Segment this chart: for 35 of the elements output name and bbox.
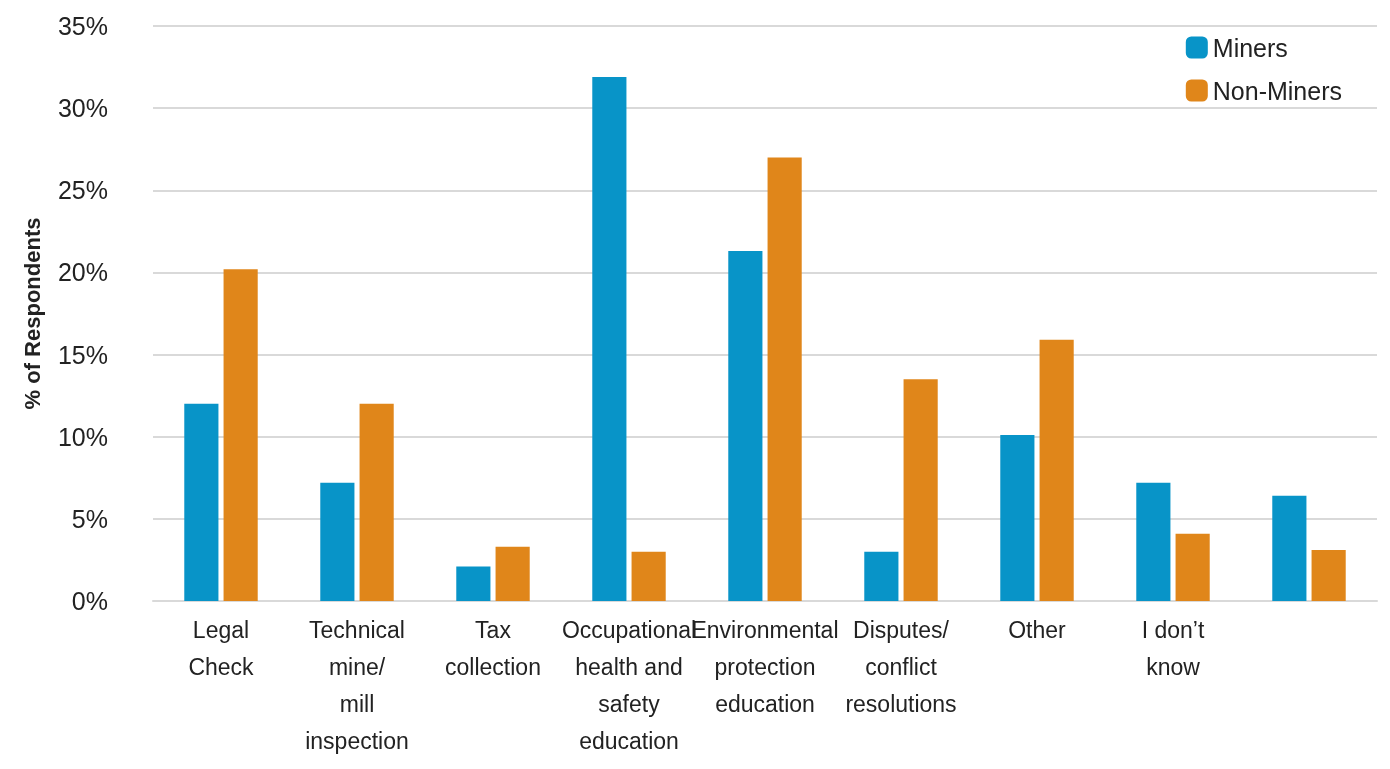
y-tick-label: 35%: [57, 12, 108, 40]
bar: [320, 482, 355, 601]
bar: [728, 251, 763, 601]
bar: [456, 566, 491, 601]
bar: [864, 551, 899, 601]
bar: [592, 76, 627, 601]
y-tick-label: 25%: [57, 176, 108, 205]
bar: [1000, 435, 1035, 601]
y-tick-label: 10%: [57, 422, 108, 451]
bar: [767, 157, 802, 601]
bar: [1136, 482, 1171, 601]
legend-label: Non-Miners: [1212, 76, 1342, 105]
x-tick-label: Other: [1008, 616, 1067, 643]
bar: [1175, 533, 1210, 601]
y-tick-label: 0%: [71, 587, 108, 615]
bar: [184, 403, 219, 601]
x-tick-label: Tax collection: [445, 616, 541, 680]
x-tick-label: Disputes/ conflict resolutions: [845, 616, 957, 717]
bar: [903, 379, 938, 601]
x-tick-label: I don’t know: [1141, 616, 1205, 680]
y-tick-label: 20%: [57, 258, 108, 287]
bar: [1272, 495, 1307, 601]
y-tick-label: 5%: [71, 504, 108, 533]
x-tick-label: Technical mine/ mill inspection: [305, 616, 409, 754]
y-tick-label: 30%: [57, 94, 108, 123]
bar: [1311, 550, 1346, 601]
bar: [359, 403, 394, 601]
x-tick-label: Legal Check: [188, 616, 255, 680]
bar: [223, 269, 258, 601]
bar: [495, 546, 530, 601]
bar: [631, 551, 666, 601]
legend-label: Miners: [1212, 33, 1288, 62]
y-tick-label: 15%: [57, 340, 108, 369]
bar: [1039, 339, 1074, 601]
y-axis-title: % of Respondents: [19, 217, 45, 410]
